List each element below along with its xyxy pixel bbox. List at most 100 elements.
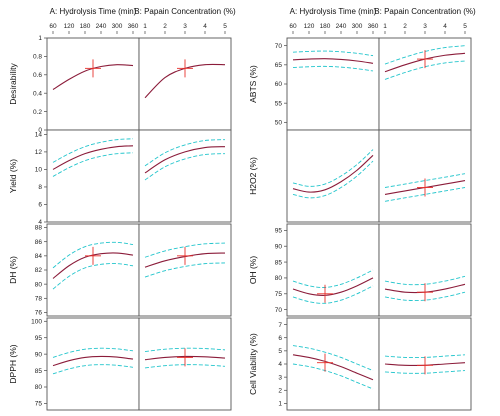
left-row-0-ylabel: Desirability bbox=[8, 62, 18, 104]
right-row-0-panel-a-ci-lower bbox=[292, 65, 374, 72]
right-row-1-panel-b-ci-lower bbox=[384, 187, 466, 202]
left-header-b: B: Papain Concentration (%) bbox=[134, 7, 236, 16]
right-row-0-panel-a-ci-upper bbox=[292, 50, 374, 57]
left-row-1-panel-a-fit-line bbox=[52, 145, 134, 170]
left-row-1-panel-a-frame bbox=[46, 129, 140, 223]
left-row-0-y-tick-0.4: 0.4 bbox=[33, 90, 42, 97]
left-row-3-y-tick-95: 95 bbox=[35, 335, 43, 342]
right-row-3-y-tick-3: 3 bbox=[278, 374, 282, 381]
left-header-a: A: Hydrolysis Time (min) bbox=[50, 7, 137, 16]
right-row-3-y-tick-2: 2 bbox=[278, 387, 282, 394]
right-x-tick-b-2: 2 bbox=[403, 23, 407, 30]
left-row-1-panel-b-frame bbox=[138, 129, 232, 223]
left-x-tick-a-240: 240 bbox=[96, 23, 107, 30]
right-row-1-panel-a-ci-upper bbox=[292, 149, 374, 187]
right-row-1-panel-b-frame bbox=[378, 129, 472, 223]
right-row-2-y-tick-70: 70 bbox=[275, 307, 283, 314]
right-row-0-y-tick-65: 65 bbox=[275, 62, 283, 69]
left-row-0-y-tick-0.6: 0.6 bbox=[33, 72, 42, 79]
right-x-tick-a-180: 180 bbox=[320, 23, 331, 30]
left-row-0-y-tick-0: 0 bbox=[38, 127, 42, 134]
left-row-1-y-tick-12: 12 bbox=[35, 149, 43, 156]
left-row-3-y-tick-85: 85 bbox=[35, 368, 43, 375]
left-row-3-panel-b-ci-lower bbox=[144, 364, 226, 369]
left-row-2-ylabel: DH (%) bbox=[8, 256, 18, 284]
left-row-2-y-tick-82: 82 bbox=[35, 267, 43, 274]
left-row-3-y-tick-90: 90 bbox=[35, 351, 43, 358]
right-row-1-panel-a-frame bbox=[286, 129, 380, 223]
right-row-1-panel-a-ci-lower bbox=[292, 160, 374, 199]
left-row-0-y-tick-0.8: 0.8 bbox=[33, 54, 42, 61]
right-x-tick-b-4: 4 bbox=[443, 23, 447, 30]
right-row-0-y-tick-70: 70 bbox=[275, 43, 283, 50]
right-row-0-y-tick-55: 55 bbox=[275, 100, 283, 107]
left-row-0-panel-b-frame bbox=[138, 37, 232, 131]
right-row-2-y-tick-80: 80 bbox=[275, 275, 283, 282]
left-row-1-y-tick-14: 14 bbox=[35, 132, 43, 139]
right-row-2-y-tick-85: 85 bbox=[275, 259, 283, 266]
right-row-2-y-tick-95: 95 bbox=[275, 228, 283, 235]
right-x-tick-b-5: 5 bbox=[463, 23, 467, 30]
left-x-tick-b-4: 4 bbox=[203, 23, 207, 30]
right-header-a: A: Hydrolysis Time (min) bbox=[290, 7, 377, 16]
right-x-tick-b-3: 3 bbox=[423, 23, 427, 30]
left-row-1-y-tick-4: 4 bbox=[38, 219, 42, 226]
left-row-2-y-tick-86: 86 bbox=[35, 239, 43, 246]
right-row-3-panel-a-ci-upper bbox=[292, 345, 374, 371]
left-row-3-panel-a-ci-upper bbox=[52, 347, 134, 358]
right-row-0-panel-b-ci-lower bbox=[384, 60, 466, 80]
right-row-0-panel-a-fit-line bbox=[292, 58, 374, 64]
right-row-1-ylabel: H2O2 (%) bbox=[248, 157, 258, 195]
right-row-2-panel-a-ci-lower bbox=[292, 285, 374, 304]
right-row-3-panel-a-fit-line bbox=[292, 354, 374, 381]
left-row-0-y-tick-1: 1 bbox=[38, 35, 42, 42]
left-row-2-y-tick-88: 88 bbox=[35, 225, 43, 232]
right-row-2-panel-b-frame bbox=[378, 223, 472, 317]
right-row-3-y-tick-6: 6 bbox=[278, 335, 282, 342]
right-row-2-y-tick-75: 75 bbox=[275, 291, 283, 298]
right-x-tick-a-120: 120 bbox=[304, 23, 315, 30]
left-row-1-y-tick-10: 10 bbox=[35, 167, 43, 174]
left-x-tick-b-1: 1 bbox=[143, 23, 147, 30]
left-row-1-panel-b-ci-upper bbox=[144, 139, 226, 167]
left-row-2-y-tick-76: 76 bbox=[35, 310, 43, 317]
left-row-1-ylabel: Yield (%) bbox=[8, 159, 18, 193]
right-row-3-ylabel: Cell Viability (%) bbox=[248, 333, 258, 395]
right-row-2-y-tick-90: 90 bbox=[275, 243, 283, 250]
left-x-tick-b-5: 5 bbox=[223, 23, 227, 30]
left-row-2-y-tick-84: 84 bbox=[35, 253, 43, 260]
right-row-3-panel-a-ci-lower bbox=[292, 363, 374, 390]
left-row-2-panel-b-frame bbox=[138, 223, 232, 317]
left-row-3-y-tick-75: 75 bbox=[35, 401, 43, 408]
right-x-tick-b-1: 1 bbox=[383, 23, 387, 30]
right-row-3-y-tick-4: 4 bbox=[278, 361, 282, 368]
right-row-2-panel-a-ci-upper bbox=[292, 269, 374, 288]
right-x-tick-a-300: 300 bbox=[352, 23, 363, 30]
left-x-tick-a-60: 60 bbox=[49, 23, 57, 30]
right-row-0-y-tick-60: 60 bbox=[275, 81, 283, 88]
right-row-2-panel-a-fit-line bbox=[292, 277, 374, 296]
right-row-2-panel-b-ci-lower bbox=[384, 291, 466, 301]
right-row-0-panel-a-frame bbox=[286, 37, 380, 131]
left-row-1-y-tick-6: 6 bbox=[38, 202, 42, 209]
right-header-b: B: Papain Concentration (%) bbox=[374, 7, 476, 16]
right-row-2-ylabel: OH (%) bbox=[248, 256, 258, 285]
left-row-1-panel-b-ci-lower bbox=[144, 153, 226, 181]
right-row-3-y-tick-7: 7 bbox=[278, 322, 282, 329]
right-x-tick-a-360: 360 bbox=[368, 23, 379, 30]
left-row-2-panel-a-ci-upper bbox=[52, 241, 134, 269]
left-row-3-panel-a-fit-line bbox=[52, 355, 134, 367]
left-row-3-y-tick-100: 100 bbox=[31, 318, 42, 325]
left-row-3-panel-a-ci-lower bbox=[52, 364, 134, 375]
left-row-1-panel-a-ci-lower bbox=[52, 152, 134, 177]
right-row-2-panel-a-frame bbox=[286, 223, 380, 317]
left-row-2-panel-b-ci-lower bbox=[144, 262, 226, 278]
right-row-2-panel-b-ci-upper bbox=[384, 275, 466, 286]
right-row-1-panel-b-ci-upper bbox=[384, 173, 466, 188]
left-x-tick-a-120: 120 bbox=[64, 23, 75, 30]
right-row-3-y-tick-5: 5 bbox=[278, 348, 282, 355]
left-row-2-panel-a-ci-lower bbox=[52, 263, 134, 290]
left-x-tick-b-3: 3 bbox=[183, 23, 187, 30]
right-row-0-ylabel: ABTS (%) bbox=[248, 65, 258, 103]
